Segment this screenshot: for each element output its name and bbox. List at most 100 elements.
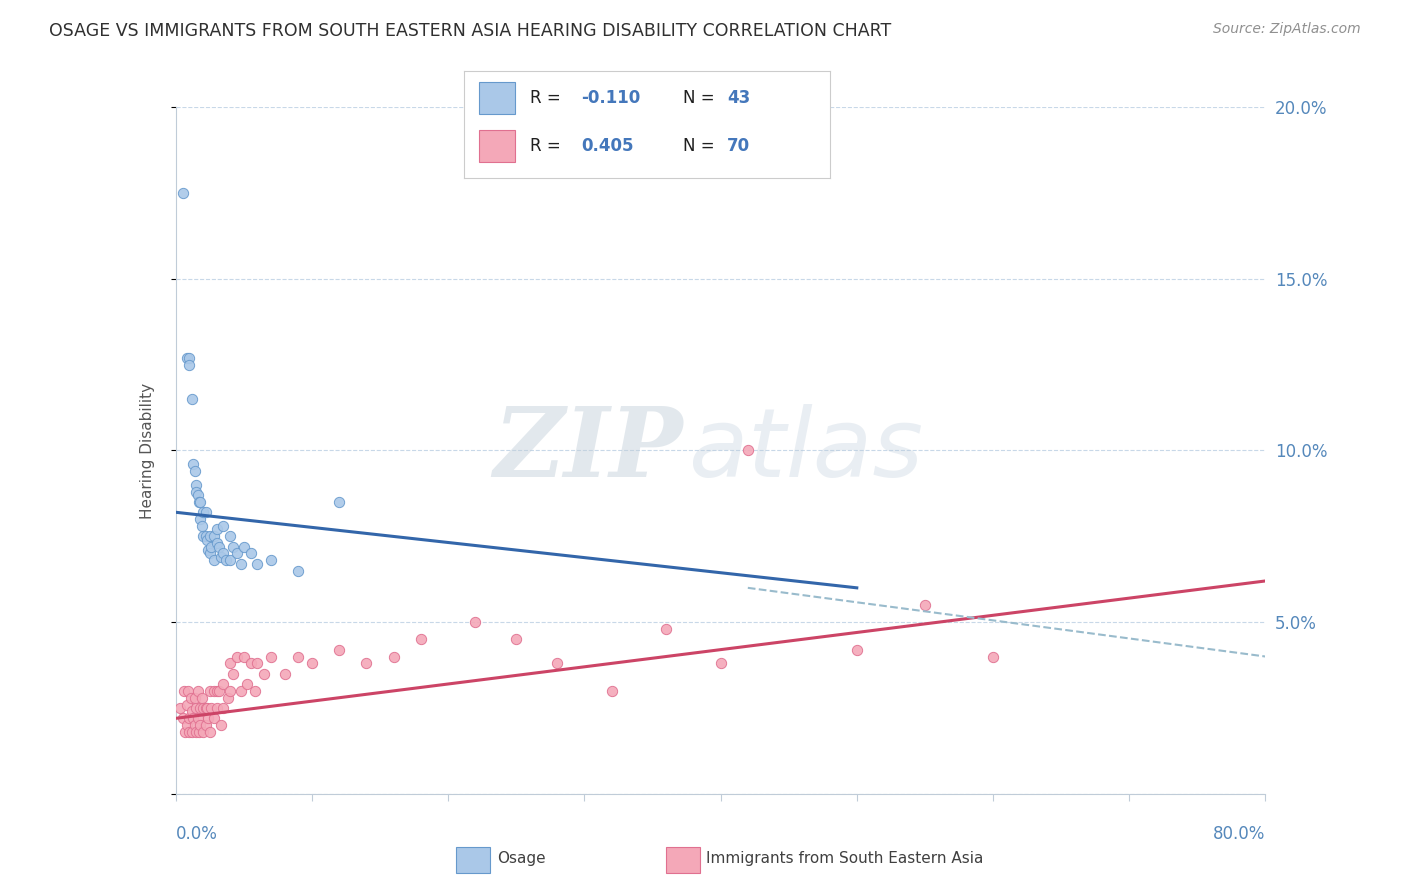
Point [356, 657, 378, 671]
Point [181, 705, 204, 719]
Point [186, 701, 208, 715]
Point [191, 529, 214, 543]
Point [176, 718, 198, 732]
Point [215, 553, 238, 567]
Point [195, 701, 218, 715]
Point [172, 711, 194, 725]
Point [464, 615, 486, 630]
Text: N =: N = [683, 89, 720, 107]
Point [197, 543, 219, 558]
Point [205, 683, 228, 698]
Point [202, 529, 225, 543]
Point [212, 701, 235, 715]
Text: 80.0%: 80.0% [1213, 825, 1265, 843]
Point [172, 186, 194, 200]
Point [914, 598, 936, 612]
Point [200, 701, 222, 715]
Point [186, 711, 209, 725]
Point [183, 711, 205, 725]
Point [186, 488, 209, 502]
Text: ZIP: ZIP [494, 403, 682, 498]
FancyBboxPatch shape [666, 847, 700, 872]
Point [546, 657, 568, 671]
Point [219, 529, 242, 543]
Point [981, 649, 1004, 664]
Point [191, 505, 214, 519]
Text: atlas: atlas [688, 404, 922, 497]
Text: N =: N = [683, 137, 720, 155]
Point [232, 540, 254, 554]
Point [209, 718, 232, 732]
Point [287, 649, 309, 664]
Point [184, 718, 207, 732]
Point [179, 711, 201, 725]
Point [710, 657, 733, 671]
Point [202, 683, 225, 698]
Point [246, 657, 269, 671]
Point [174, 725, 197, 739]
Text: -0.110: -0.110 [581, 89, 640, 107]
Point [190, 519, 212, 533]
Point [194, 718, 217, 732]
Point [194, 505, 217, 519]
Point [191, 701, 214, 715]
Point [186, 478, 208, 492]
Point [200, 540, 222, 554]
Point [655, 622, 678, 636]
Text: 70: 70 [727, 137, 751, 155]
Point [194, 701, 217, 715]
Point [186, 484, 208, 499]
Point [194, 529, 217, 543]
Point [845, 642, 868, 657]
Point [186, 683, 209, 698]
Point [328, 495, 350, 509]
Point [187, 725, 209, 739]
Point [177, 683, 200, 698]
Point [179, 725, 201, 739]
Point [195, 533, 218, 547]
Point [287, 564, 309, 578]
Point [382, 649, 405, 664]
Point [190, 690, 212, 705]
Point [181, 725, 204, 739]
Point [169, 701, 191, 715]
Point [179, 358, 201, 372]
Text: R =: R = [530, 89, 565, 107]
Point [235, 677, 257, 691]
Point [231, 683, 253, 698]
Point [219, 657, 242, 671]
Point [226, 546, 249, 561]
Point [212, 519, 235, 533]
FancyBboxPatch shape [478, 130, 515, 162]
Point [176, 351, 198, 365]
Point [217, 690, 239, 705]
Point [301, 657, 323, 671]
Point [180, 690, 202, 705]
Text: R =: R = [530, 137, 565, 155]
Point [187, 495, 209, 509]
Text: 0.405: 0.405 [581, 137, 634, 155]
Point [205, 701, 228, 715]
Point [253, 666, 276, 681]
Point [205, 536, 228, 550]
Point [239, 546, 262, 561]
Point [505, 632, 527, 647]
Point [188, 701, 211, 715]
Point [219, 553, 242, 567]
Point [198, 725, 221, 739]
Point [260, 649, 283, 664]
Text: OSAGE VS IMMIGRANTS FROM SOUTH EASTERN ASIA HEARING DISABILITY CORRELATION CHART: OSAGE VS IMMIGRANTS FROM SOUTH EASTERN A… [49, 22, 891, 40]
Point [209, 549, 232, 564]
Point [328, 642, 350, 657]
Point [222, 666, 245, 681]
Point [184, 464, 207, 478]
FancyBboxPatch shape [478, 82, 515, 114]
Point [198, 546, 221, 561]
Point [181, 392, 204, 406]
Point [202, 711, 225, 725]
Text: 43: 43 [727, 89, 751, 107]
Point [208, 540, 231, 554]
Point [191, 725, 214, 739]
Point [212, 677, 235, 691]
FancyBboxPatch shape [456, 847, 489, 872]
